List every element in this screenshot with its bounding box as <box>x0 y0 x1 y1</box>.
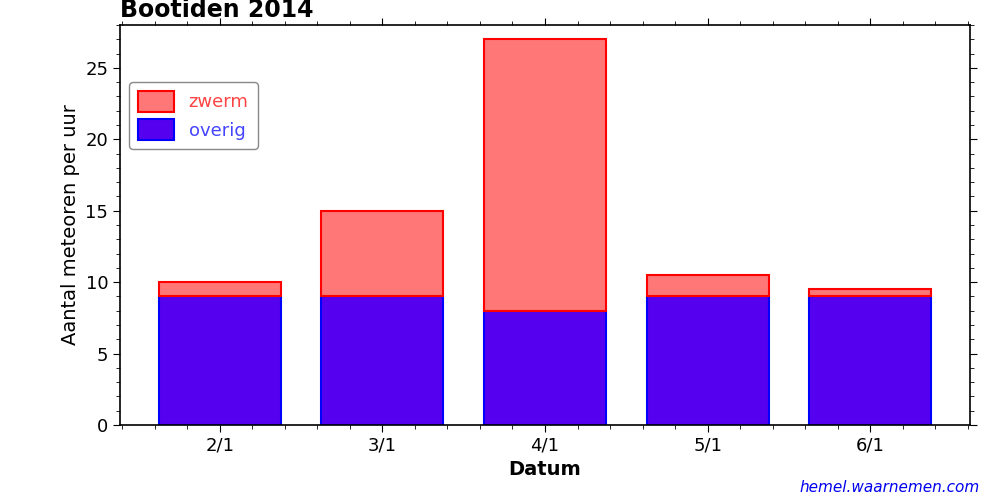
Bar <box>159 282 281 296</box>
Bar <box>647 275 769 296</box>
Bar <box>321 210 443 296</box>
Bar <box>809 290 931 296</box>
Bar <box>809 296 931 425</box>
Text: hemel.waarnemen.com: hemel.waarnemen.com <box>800 480 980 495</box>
Y-axis label: Aantal meteoren per uur: Aantal meteoren per uur <box>61 104 80 346</box>
Bar <box>321 296 443 425</box>
Legend: zwerm, overig: zwerm, overig <box>129 82 258 149</box>
Bar <box>484 40 606 310</box>
Text: Bootiden 2014: Bootiden 2014 <box>120 0 314 22</box>
Bar <box>159 296 281 425</box>
Bar <box>484 310 606 425</box>
X-axis label: Datum: Datum <box>509 460 581 479</box>
Bar <box>647 296 769 425</box>
